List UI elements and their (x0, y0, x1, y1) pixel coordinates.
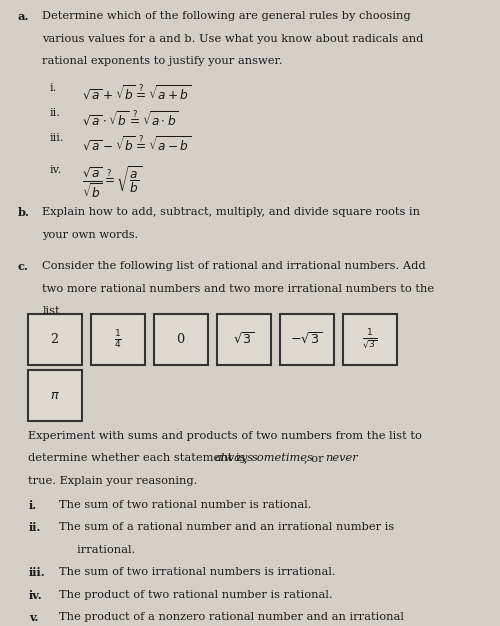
Text: iv.: iv. (50, 165, 62, 175)
Text: Experiment with sums and products of two numbers from the list to: Experiment with sums and products of two… (28, 431, 421, 441)
Text: Determine which of the following are general rules by choosing: Determine which of the following are gen… (42, 11, 411, 21)
FancyBboxPatch shape (90, 314, 144, 365)
Text: $\frac{1}{\sqrt{3}}$: $\frac{1}{\sqrt{3}}$ (362, 327, 378, 351)
Text: Consider the following list of rational and irrational numbers. Add: Consider the following list of rational … (42, 261, 426, 271)
Text: iv.: iv. (29, 590, 42, 601)
Text: , or: , or (304, 453, 328, 463)
Text: The sum of a rational number and an irrational number is: The sum of a rational number and an irra… (59, 522, 394, 532)
Text: 0: 0 (176, 333, 184, 346)
Text: rational exponents to justify your answer.: rational exponents to justify your answe… (42, 56, 283, 66)
Text: determine whether each statement is: determine whether each statement is (28, 453, 248, 463)
Text: a.: a. (18, 11, 29, 23)
FancyBboxPatch shape (28, 370, 82, 421)
Text: iii.: iii. (50, 133, 64, 143)
Text: 2: 2 (50, 333, 58, 346)
FancyBboxPatch shape (280, 314, 334, 365)
FancyBboxPatch shape (216, 314, 270, 365)
Text: Explain how to add, subtract, multiply, and divide square roots in: Explain how to add, subtract, multiply, … (42, 207, 420, 217)
Text: $\pi$: $\pi$ (50, 389, 59, 402)
Text: The product of two rational number is rational.: The product of two rational number is ra… (59, 590, 332, 600)
Text: $\frac{1}{4}$: $\frac{1}{4}$ (114, 328, 122, 351)
Text: $\sqrt{a}\cdot\sqrt{b}\overset{?}{=}\sqrt{a\cdot b}$: $\sqrt{a}\cdot\sqrt{b}\overset{?}{=}\sqr… (82, 108, 179, 128)
Text: your own words.: your own words. (42, 230, 139, 240)
Text: $\sqrt{a}-\sqrt{b}\overset{?}{=}\sqrt{a-b}$: $\sqrt{a}-\sqrt{b}\overset{?}{=}\sqrt{a-… (82, 133, 192, 153)
Text: $\sqrt{3}$: $\sqrt{3}$ (233, 332, 254, 347)
Text: The product of a nonzero rational number and an irrational: The product of a nonzero rational number… (59, 612, 404, 622)
Text: iii.: iii. (29, 567, 46, 578)
Text: The sum of two irrational numbers is irrational.: The sum of two irrational numbers is irr… (59, 567, 336, 577)
Text: $\dfrac{\sqrt{a}}{\sqrt{b}}\overset{?}{=}\sqrt{\dfrac{a}{b}}$: $\dfrac{\sqrt{a}}{\sqrt{b}}\overset{?}{=… (82, 165, 142, 200)
Text: true. Explain your reasoning.: true. Explain your reasoning. (28, 476, 197, 486)
Text: $-\sqrt{3}$: $-\sqrt{3}$ (290, 332, 322, 347)
Text: The sum of two rational number is rational.: The sum of two rational number is ration… (59, 500, 312, 510)
Text: v.: v. (29, 612, 38, 623)
Text: ii.: ii. (29, 522, 42, 533)
Text: always: always (214, 453, 254, 463)
Text: i.: i. (29, 500, 37, 511)
FancyBboxPatch shape (154, 314, 208, 365)
FancyBboxPatch shape (342, 314, 396, 365)
Text: irrational.: irrational. (59, 545, 135, 555)
Text: b.: b. (18, 207, 29, 218)
Text: never: never (325, 453, 358, 463)
Text: c.: c. (18, 261, 28, 272)
Text: $\sqrt{a}+\sqrt{b}\overset{?}{=}\sqrt{a+b}$: $\sqrt{a}+\sqrt{b}\overset{?}{=}\sqrt{a+… (82, 83, 192, 103)
Text: two more rational numbers and two more irrational numbers to the: two more rational numbers and two more i… (42, 284, 434, 294)
Text: i.: i. (50, 83, 58, 93)
Text: ,: , (244, 453, 251, 463)
FancyBboxPatch shape (28, 314, 82, 365)
Text: various values for a and b. Use what you know about radicals and: various values for a and b. Use what you… (42, 34, 424, 44)
Text: list: list (42, 306, 60, 316)
Text: sometimes: sometimes (252, 453, 314, 463)
Text: ii.: ii. (50, 108, 61, 118)
